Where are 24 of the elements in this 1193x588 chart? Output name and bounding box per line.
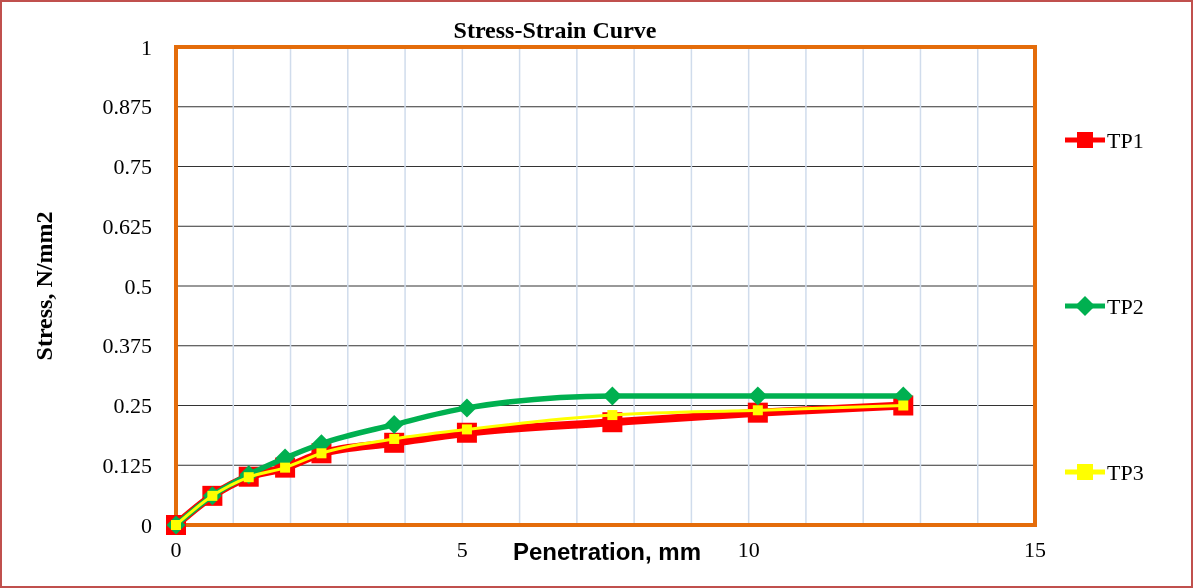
x-tick-label: 5	[456, 537, 468, 562]
legend-label: TP2	[1107, 293, 1144, 319]
legend-label: TP3	[1107, 459, 1144, 485]
point	[384, 415, 404, 435]
x-axis-title: Penetration, mm	[512, 538, 702, 565]
y-tick-label: 0.5	[124, 273, 152, 299]
y-tick-label: 0.25	[113, 393, 152, 419]
point	[602, 386, 622, 406]
y-tick-label: 0.75	[113, 154, 152, 180]
y-axis-title: Stress, N/mm2	[31, 211, 57, 361]
x-tick-label: 15	[1024, 537, 1046, 562]
chart-title: Stress-Strain Curve	[453, 17, 657, 43]
y-tick-label: 0.125	[102, 452, 152, 478]
legend-label: TP1	[1107, 127, 1144, 153]
point	[457, 398, 477, 418]
y-tick-label: 0	[141, 512, 152, 538]
point	[748, 386, 768, 406]
x-tick-label: 0	[170, 537, 182, 562]
y-tick-label: 1	[141, 34, 152, 60]
y-tick-label: 0.375	[102, 333, 152, 359]
x-tick-label: 10	[737, 537, 760, 562]
y-tick-label: 0.875	[102, 94, 152, 120]
point	[607, 410, 618, 421]
y-tick-label: 0.625	[102, 213, 152, 239]
